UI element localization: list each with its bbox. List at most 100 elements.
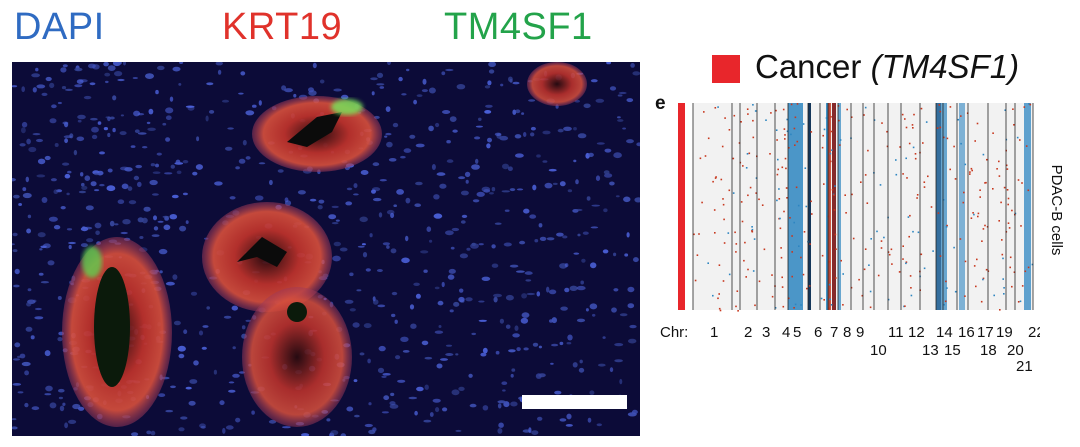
cnv-speckle bbox=[727, 232, 730, 234]
cnv-speckle bbox=[913, 113, 915, 116]
cnv-speckle bbox=[873, 119, 876, 121]
dapi-nucleus bbox=[501, 381, 508, 386]
cnv-speckle bbox=[754, 304, 756, 307]
dapi-nucleus bbox=[563, 126, 572, 131]
cnv-speckle bbox=[985, 181, 987, 184]
dapi-nucleus bbox=[36, 174, 46, 178]
dapi-nucleus bbox=[158, 393, 166, 397]
dapi-nucleus bbox=[209, 110, 215, 114]
dapi-nucleus bbox=[377, 367, 385, 374]
dapi-nucleus bbox=[573, 127, 577, 131]
cnv-speckle bbox=[769, 153, 771, 155]
dapi-nucleus bbox=[609, 367, 614, 373]
dapi-nucleus bbox=[297, 190, 306, 195]
dapi-nucleus bbox=[21, 121, 28, 128]
cnv-speckle bbox=[993, 294, 995, 297]
cnv-speckle bbox=[698, 233, 700, 235]
dapi-nucleus bbox=[34, 307, 42, 311]
chromosome-label: 18 bbox=[980, 342, 997, 359]
dapi-nucleus bbox=[353, 183, 358, 189]
cnv-speckle bbox=[712, 180, 714, 183]
dapi-nucleus bbox=[386, 245, 390, 249]
dapi-nucleus bbox=[439, 183, 447, 189]
dapi-nucleus bbox=[528, 99, 536, 102]
cnv-speckle bbox=[794, 116, 797, 119]
dapi-nucleus bbox=[449, 309, 454, 313]
cnv-speckle bbox=[701, 201, 703, 204]
cnv-speckle bbox=[779, 227, 782, 230]
cnv-speckle bbox=[923, 186, 926, 188]
cnv-speckle bbox=[953, 246, 955, 249]
dapi-nucleus bbox=[151, 234, 160, 238]
cnv-speckle bbox=[977, 212, 980, 215]
dapi-nucleus bbox=[381, 375, 387, 378]
cnv-speckle bbox=[887, 298, 890, 301]
dapi-nucleus bbox=[562, 235, 568, 239]
dapi-nucleus bbox=[458, 386, 465, 391]
dapi-nucleus bbox=[450, 246, 455, 250]
cnv-speckle bbox=[858, 278, 860, 281]
cnv-speckle bbox=[970, 167, 973, 170]
cnv-speckle bbox=[1011, 285, 1013, 288]
dapi-nucleus bbox=[421, 89, 428, 93]
cnv-speckle bbox=[734, 231, 736, 234]
cnv-speckle bbox=[835, 248, 837, 250]
dapi-nucleus bbox=[376, 269, 383, 272]
dapi-nucleus bbox=[12, 383, 22, 386]
dapi-nucleus bbox=[196, 136, 200, 142]
dapi-nucleus bbox=[67, 170, 72, 174]
cnv-speckle bbox=[863, 114, 865, 116]
dapi-nucleus bbox=[31, 73, 40, 78]
cnv-speckle bbox=[776, 199, 778, 202]
dapi-nucleus bbox=[589, 390, 595, 396]
cnv-speckle bbox=[886, 130, 888, 133]
dapi-nucleus bbox=[581, 258, 586, 263]
dapi-nucleus bbox=[449, 116, 457, 122]
cnv-speckle bbox=[802, 273, 805, 276]
dapi-nucleus bbox=[37, 232, 46, 238]
cnv-speckle bbox=[883, 236, 885, 239]
dapi-nucleus bbox=[387, 62, 391, 65]
dapi-nucleus bbox=[542, 160, 548, 163]
duct-top-lumen bbox=[287, 112, 342, 147]
dapi-nucleus bbox=[577, 233, 581, 237]
dapi-nucleus bbox=[106, 185, 116, 192]
cnv-speckle bbox=[905, 126, 908, 129]
dapi-nucleus bbox=[448, 268, 456, 274]
dapi-nucleus bbox=[97, 121, 102, 125]
dapi-nucleus bbox=[137, 181, 142, 188]
cnv-speckle bbox=[693, 233, 695, 236]
chromosome-label: 7 bbox=[830, 324, 838, 341]
dapi-nucleus bbox=[478, 319, 487, 322]
cnv-speckle bbox=[748, 152, 751, 155]
dapi-nucleus bbox=[331, 205, 339, 209]
dapi-nucleus bbox=[137, 217, 144, 223]
cnv-speckle bbox=[891, 263, 893, 265]
dapi-nucleus bbox=[388, 158, 397, 162]
cnv-speckle bbox=[973, 213, 975, 216]
cnv-speckle bbox=[945, 226, 948, 228]
cnv-speckle bbox=[979, 189, 981, 191]
chromosome-label: 1 bbox=[710, 324, 718, 341]
dapi-nucleus bbox=[460, 190, 469, 196]
dapi-nucleus bbox=[309, 198, 317, 202]
dapi-nucleus bbox=[617, 94, 623, 97]
cnv-speckle bbox=[796, 140, 799, 143]
cnv-speckle bbox=[982, 277, 985, 280]
dapi-nucleus bbox=[81, 182, 85, 187]
cnv-speckle bbox=[910, 294, 913, 297]
cnv-speckle bbox=[908, 235, 910, 238]
dapi-nucleus bbox=[14, 268, 20, 275]
cnv-speckle bbox=[747, 113, 749, 115]
dapi-nucleus bbox=[564, 263, 569, 268]
dapi-nucleus bbox=[586, 196, 591, 201]
cnv-speckle bbox=[821, 254, 824, 257]
cnv-speckle bbox=[939, 255, 942, 257]
dapi-nucleus bbox=[433, 194, 440, 200]
dapi-nucleus bbox=[170, 385, 176, 389]
dapi-nucleus bbox=[36, 84, 46, 89]
cnv-speckle bbox=[724, 117, 726, 119]
dapi-nucleus bbox=[565, 424, 573, 427]
chromosome-label: 20 bbox=[1007, 342, 1024, 359]
cnv-speckle bbox=[923, 181, 926, 183]
